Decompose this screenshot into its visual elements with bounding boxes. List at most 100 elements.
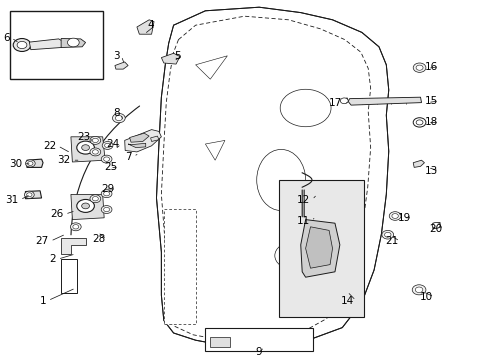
Circle shape [25,160,35,167]
Circle shape [17,41,27,49]
Text: 29: 29 [102,184,115,194]
Text: 2: 2 [49,254,56,264]
Text: 3: 3 [113,51,120,61]
Circle shape [274,242,311,269]
Circle shape [115,116,122,121]
Circle shape [103,192,109,196]
Text: 5: 5 [174,51,181,61]
Bar [210,337,229,347]
Text: 6: 6 [3,33,10,43]
Polygon shape [412,160,424,167]
Polygon shape [124,130,161,152]
Text: 32: 32 [58,155,71,165]
Text: 8: 8 [113,108,120,118]
Circle shape [90,148,101,156]
Polygon shape [137,20,154,34]
Circle shape [73,225,79,229]
Circle shape [81,203,89,209]
Polygon shape [341,98,347,103]
Circle shape [90,195,101,203]
Circle shape [27,161,33,165]
Text: 4: 4 [147,20,154,30]
Text: 15: 15 [424,96,437,106]
Polygon shape [27,159,43,167]
Circle shape [92,150,98,154]
Circle shape [388,212,400,220]
Bar [312,283,337,293]
Polygon shape [61,39,85,48]
Circle shape [77,199,94,212]
Polygon shape [129,133,149,142]
Polygon shape [156,7,388,346]
Circle shape [412,118,425,127]
Polygon shape [61,238,85,254]
Circle shape [415,65,422,70]
Polygon shape [205,140,224,160]
Polygon shape [347,97,421,105]
Text: 16: 16 [424,62,437,72]
Polygon shape [128,143,145,148]
Polygon shape [305,227,332,268]
Polygon shape [195,56,227,79]
Text: 17: 17 [328,98,342,108]
Circle shape [340,98,347,104]
Text: 7: 7 [125,152,132,162]
Circle shape [13,39,31,51]
Text: 12: 12 [297,195,310,205]
Text: 26: 26 [50,209,63,219]
Text: 23: 23 [77,132,90,142]
Circle shape [90,136,101,144]
Text: 11: 11 [297,216,310,226]
Circle shape [101,206,112,213]
Polygon shape [300,220,339,277]
Bar [278,180,364,317]
Circle shape [431,222,439,228]
Circle shape [103,157,109,161]
Text: 18: 18 [424,117,437,127]
Circle shape [414,287,422,293]
Polygon shape [25,191,41,199]
Bar [10,11,102,79]
Text: 22: 22 [43,141,56,151]
Circle shape [24,191,34,198]
Text: 19: 19 [397,213,410,223]
Text: 31: 31 [5,195,19,205]
Text: 30: 30 [9,159,22,169]
Circle shape [391,213,398,219]
Polygon shape [161,53,180,64]
Bar [61,259,77,293]
Text: 25: 25 [104,162,117,172]
Circle shape [103,207,109,212]
Text: 9: 9 [254,347,261,357]
Circle shape [70,223,81,231]
Bar [205,328,312,351]
Text: 14: 14 [341,296,354,306]
Circle shape [67,38,79,47]
Circle shape [92,138,98,143]
Text: 27: 27 [36,236,49,246]
Circle shape [112,113,125,123]
Circle shape [411,285,425,295]
Circle shape [26,193,32,197]
Text: 10: 10 [419,292,432,302]
Text: 13: 13 [424,166,437,176]
Text: 21: 21 [385,236,398,246]
Circle shape [102,141,113,149]
Circle shape [104,143,110,148]
Circle shape [280,89,330,127]
Text: 1: 1 [40,296,46,306]
Circle shape [384,232,390,237]
Circle shape [415,120,422,125]
Circle shape [77,141,94,154]
Polygon shape [115,62,128,69]
Polygon shape [29,39,66,50]
Circle shape [101,190,112,198]
Ellipse shape [256,149,305,211]
Polygon shape [150,136,159,141]
Circle shape [381,230,393,239]
Circle shape [101,155,112,163]
Polygon shape [71,194,104,220]
Polygon shape [71,137,105,162]
Circle shape [81,145,89,150]
Circle shape [92,197,98,201]
